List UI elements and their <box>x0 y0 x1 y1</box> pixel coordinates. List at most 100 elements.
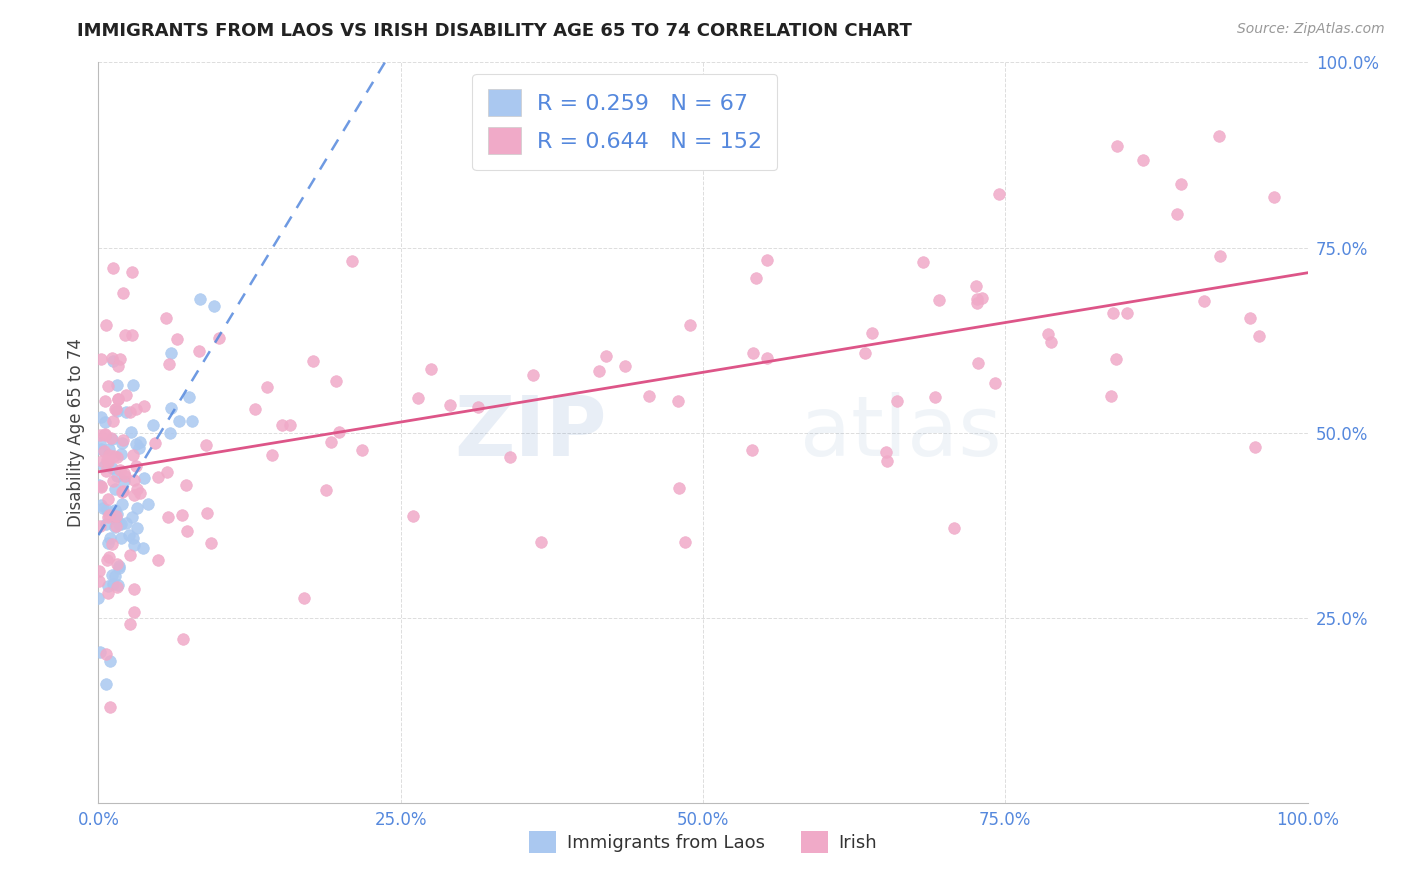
Point <box>105 403 128 417</box>
Point <box>112 285 135 300</box>
Point <box>104 503 127 517</box>
Point <box>595 349 617 363</box>
Point <box>522 368 544 382</box>
Point <box>108 561 131 575</box>
Point <box>97 455 120 469</box>
Point <box>928 293 950 307</box>
Point <box>101 351 124 365</box>
Point <box>1116 306 1139 320</box>
Point <box>157 358 180 372</box>
Point <box>1036 326 1059 341</box>
Point <box>105 377 128 392</box>
Point <box>146 470 169 484</box>
Point <box>278 418 301 433</box>
Point <box>101 474 124 488</box>
Point <box>673 535 696 549</box>
Point <box>115 405 138 419</box>
Point <box>668 482 690 496</box>
Point <box>94 647 117 661</box>
Point <box>110 517 132 532</box>
Point <box>98 448 121 462</box>
Point <box>741 345 763 359</box>
Point <box>143 436 166 450</box>
Point <box>862 326 884 340</box>
Point <box>169 414 191 428</box>
Point <box>181 414 204 428</box>
Point <box>105 519 128 533</box>
Point <box>195 506 218 520</box>
Point <box>98 531 121 545</box>
Point <box>157 509 180 524</box>
Point <box>96 453 118 467</box>
Point <box>107 392 129 406</box>
Point <box>90 479 112 493</box>
Point <box>98 699 121 714</box>
Text: Source: ZipAtlas.com: Source: ZipAtlas.com <box>1237 22 1385 37</box>
Point <box>110 462 132 476</box>
Point <box>104 402 127 417</box>
Point <box>108 516 131 531</box>
Point <box>87 591 110 605</box>
Point <box>124 459 146 474</box>
Point <box>101 537 124 551</box>
Point <box>114 516 136 531</box>
Point <box>156 465 179 479</box>
Point <box>120 405 142 419</box>
Point <box>112 474 135 488</box>
Point <box>328 425 350 439</box>
Point <box>114 469 136 483</box>
Point <box>103 260 125 275</box>
Point <box>744 271 766 285</box>
Point <box>110 447 132 461</box>
Point <box>122 605 145 619</box>
Point <box>101 354 124 368</box>
Point <box>101 577 124 591</box>
Point <box>1247 328 1270 343</box>
Point <box>174 477 197 491</box>
Point <box>89 428 111 442</box>
Point <box>530 535 553 549</box>
Point <box>94 394 117 409</box>
Point <box>131 541 153 556</box>
Point <box>121 327 143 342</box>
Point <box>96 464 118 478</box>
Point <box>340 254 363 268</box>
Point <box>94 415 117 429</box>
Point <box>122 378 145 392</box>
Point <box>104 482 127 496</box>
Point <box>128 441 150 455</box>
Point <box>142 418 165 433</box>
Point <box>970 291 993 305</box>
Point <box>121 265 143 279</box>
Point <box>638 389 661 403</box>
Point <box>107 469 129 483</box>
Point <box>97 492 120 507</box>
Point <box>111 435 134 450</box>
Point <box>256 380 278 394</box>
Point <box>97 510 120 524</box>
Point <box>1102 306 1125 320</box>
Point <box>94 677 117 691</box>
Point <box>89 645 111 659</box>
Point <box>136 497 159 511</box>
Point <box>853 346 876 360</box>
Text: ZIP: ZIP <box>454 392 606 473</box>
Point <box>118 528 141 542</box>
Point <box>101 567 124 582</box>
Point <box>146 553 169 567</box>
Point <box>104 402 127 417</box>
Point <box>315 483 337 498</box>
Point <box>755 351 778 365</box>
Point <box>200 535 222 549</box>
Point <box>98 654 121 668</box>
Point <box>983 376 1005 390</box>
Point <box>155 311 177 326</box>
Point <box>942 520 965 534</box>
Point <box>966 292 988 306</box>
Point <box>134 471 156 485</box>
Point <box>114 328 136 343</box>
Point <box>172 632 194 647</box>
Point <box>1170 178 1192 192</box>
Point <box>121 448 143 462</box>
Point <box>93 458 115 473</box>
